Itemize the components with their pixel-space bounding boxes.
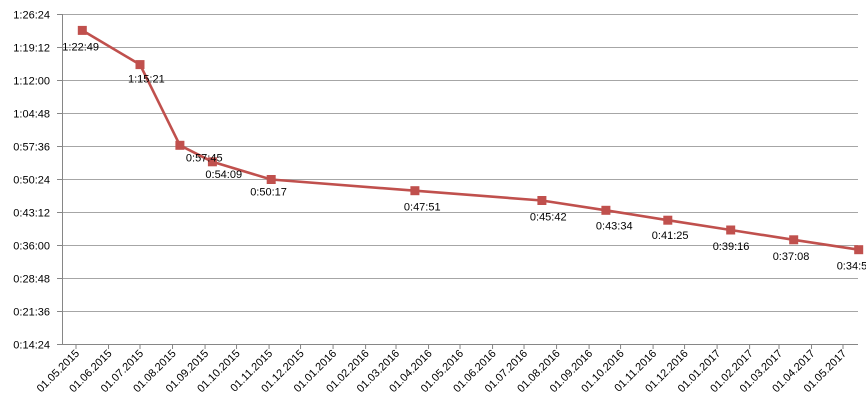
data-point-marker	[266, 175, 276, 184]
data-label: 0:39:16	[713, 241, 750, 253]
data-point-marker	[663, 215, 673, 225]
y-tick-label: 0:50:24	[13, 175, 50, 187]
data-label: 0:43:34	[596, 220, 633, 232]
data-point-marker	[726, 225, 736, 235]
data-point-marker	[135, 60, 145, 70]
chart-axes	[57, 14, 858, 349]
data-label: 0:37:08	[773, 251, 810, 263]
data-label: 0:54:09	[205, 169, 242, 181]
data-point-marker	[601, 205, 611, 215]
y-tick-label: 0:43:12	[13, 208, 50, 220]
data-label: 0:45:42	[530, 212, 567, 224]
plot-area: 1:22:49 1:15:21 0:57:45 0:54:09 0:50:17 0:47:…	[62, 25, 866, 273]
data-label: 1:22:49	[62, 41, 99, 53]
data-point-marker	[207, 157, 217, 167]
y-tick-label: 0:36:00	[13, 241, 50, 253]
horizontal-gridlines	[62, 14, 858, 345]
series-line	[81, 29, 859, 251]
data-label: 0:34:59	[837, 261, 866, 273]
data-point-marker	[175, 140, 185, 150]
data-point-marker	[77, 25, 87, 35]
data-point-marker	[410, 186, 420, 196]
y-tick-label: 1:26:24	[13, 10, 50, 22]
y-axis-tick-labels: 0:14:24 0:21:36 0:28:48 0:36:00 0:43:12 0:50:…	[13, 10, 50, 352]
y-tick-label: 0:28:48	[13, 274, 50, 286]
data-label: 0:57:45	[186, 152, 223, 164]
data-point-marker	[854, 245, 864, 255]
data-label: 0:47:51	[404, 202, 441, 214]
y-tick-label: 0:21:36	[13, 307, 50, 319]
y-tick-label: 1:12:00	[13, 76, 50, 88]
data-point-marker	[537, 196, 547, 205]
y-tick-label: 0:57:36	[13, 142, 50, 154]
data-label: 0:50:17	[250, 187, 287, 199]
data-label: 1:15:21	[128, 74, 165, 86]
y-tick-label: 1:19:12	[13, 43, 50, 55]
y-tick-label: 1:04:48	[13, 109, 50, 121]
data-point-marker	[789, 235, 799, 245]
x-axis-tick-labels: 01.05.201501.06.201501.07.201501.08.2015…	[35, 348, 849, 395]
y-tick-label: 0:14:24	[13, 340, 50, 352]
data-label: 0:41:25	[652, 230, 689, 242]
